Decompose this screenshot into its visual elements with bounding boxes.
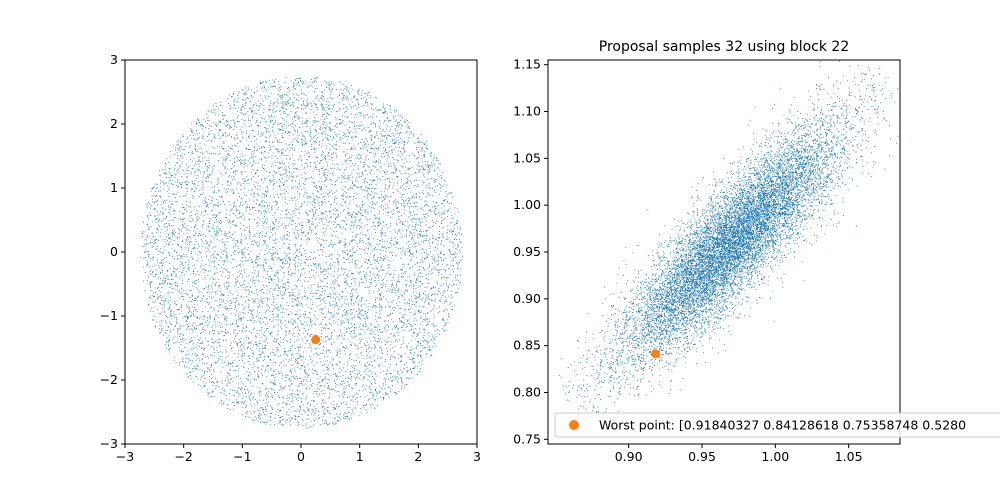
left-x-tick-label: −1 — [233, 449, 251, 464]
right-worst-point-layer — [651, 349, 661, 359]
right-x-tick-label: 0.95 — [688, 449, 716, 464]
left-worst-point — [311, 335, 321, 345]
right-sample-dots — [558, 60, 901, 436]
legend-label: Worst point: [0.91840327 0.84128618 0.75… — [599, 418, 966, 433]
right-title: Proposal samples 32 using block 22 — [599, 39, 849, 55]
left-x-tick-label: −3 — [116, 449, 134, 464]
left-y-tick-label: −3 — [100, 436, 118, 451]
left-panel: −3 −2 −1 0 1 2 3 −3 −2 −1 0 1 2 3 — [100, 52, 481, 464]
right-y-tick-label: 0.95 — [513, 244, 541, 259]
right-y-tick-label: 1.10 — [513, 104, 541, 119]
left-x-ticks: −3 −2 −1 0 1 2 3 — [116, 444, 481, 464]
left-y-tick-label: −1 — [100, 308, 118, 323]
left-y-ticks: −3 −2 −1 0 1 2 3 — [100, 52, 125, 451]
right-x-tick-label: 0.90 — [615, 449, 643, 464]
left-worst-point-layer — [311, 335, 321, 345]
left-scatter-points — [139, 76, 463, 429]
left-y-tick-label: 1 — [110, 180, 118, 195]
right-y-tick-label: 1.00 — [513, 197, 541, 212]
left-x-tick-label: −2 — [174, 449, 192, 464]
left-x-tick-label: 1 — [356, 449, 364, 464]
right-y-tick-label: 1.15 — [513, 57, 541, 72]
right-y-tick-label: 0.90 — [513, 291, 541, 306]
right-scatter-points — [558, 60, 901, 436]
right-y-ticks: 0.75 0.80 0.85 0.90 0.95 1.00 1.05 1.10 1.15 — [513, 57, 548, 446]
left-y-tick-label: 0 — [110, 244, 118, 259]
left-sample-dots — [139, 76, 463, 429]
right-panel: Proposal samples 32 using block 22 0.90 0… — [513, 39, 1000, 464]
right-x-tick-label: 1.00 — [761, 449, 789, 464]
right-y-tick-label: 0.85 — [513, 338, 541, 353]
left-x-tick-label: 2 — [414, 449, 422, 464]
right-y-tick-label: 1.05 — [513, 150, 541, 165]
left-y-tick-label: 3 — [110, 52, 118, 67]
right-x-tick-label: 1.05 — [835, 449, 863, 464]
left-y-tick-label: 2 — [110, 116, 118, 131]
left-y-tick-label: −2 — [100, 372, 118, 387]
right-worst-point — [651, 349, 661, 359]
legend-box — [554, 412, 1000, 438]
right-x-ticks: 0.90 0.95 1.00 1.05 — [615, 444, 863, 464]
right-y-tick-label: 0.75 — [513, 431, 541, 446]
left-x-tick-label: 0 — [297, 449, 305, 464]
legend: Worst point: [0.91840327 0.84128618 0.75… — [554, 412, 1000, 438]
left-x-tick-label: 3 — [473, 449, 481, 464]
legend-marker — [569, 420, 579, 430]
right-y-tick-label: 0.80 — [513, 384, 541, 399]
